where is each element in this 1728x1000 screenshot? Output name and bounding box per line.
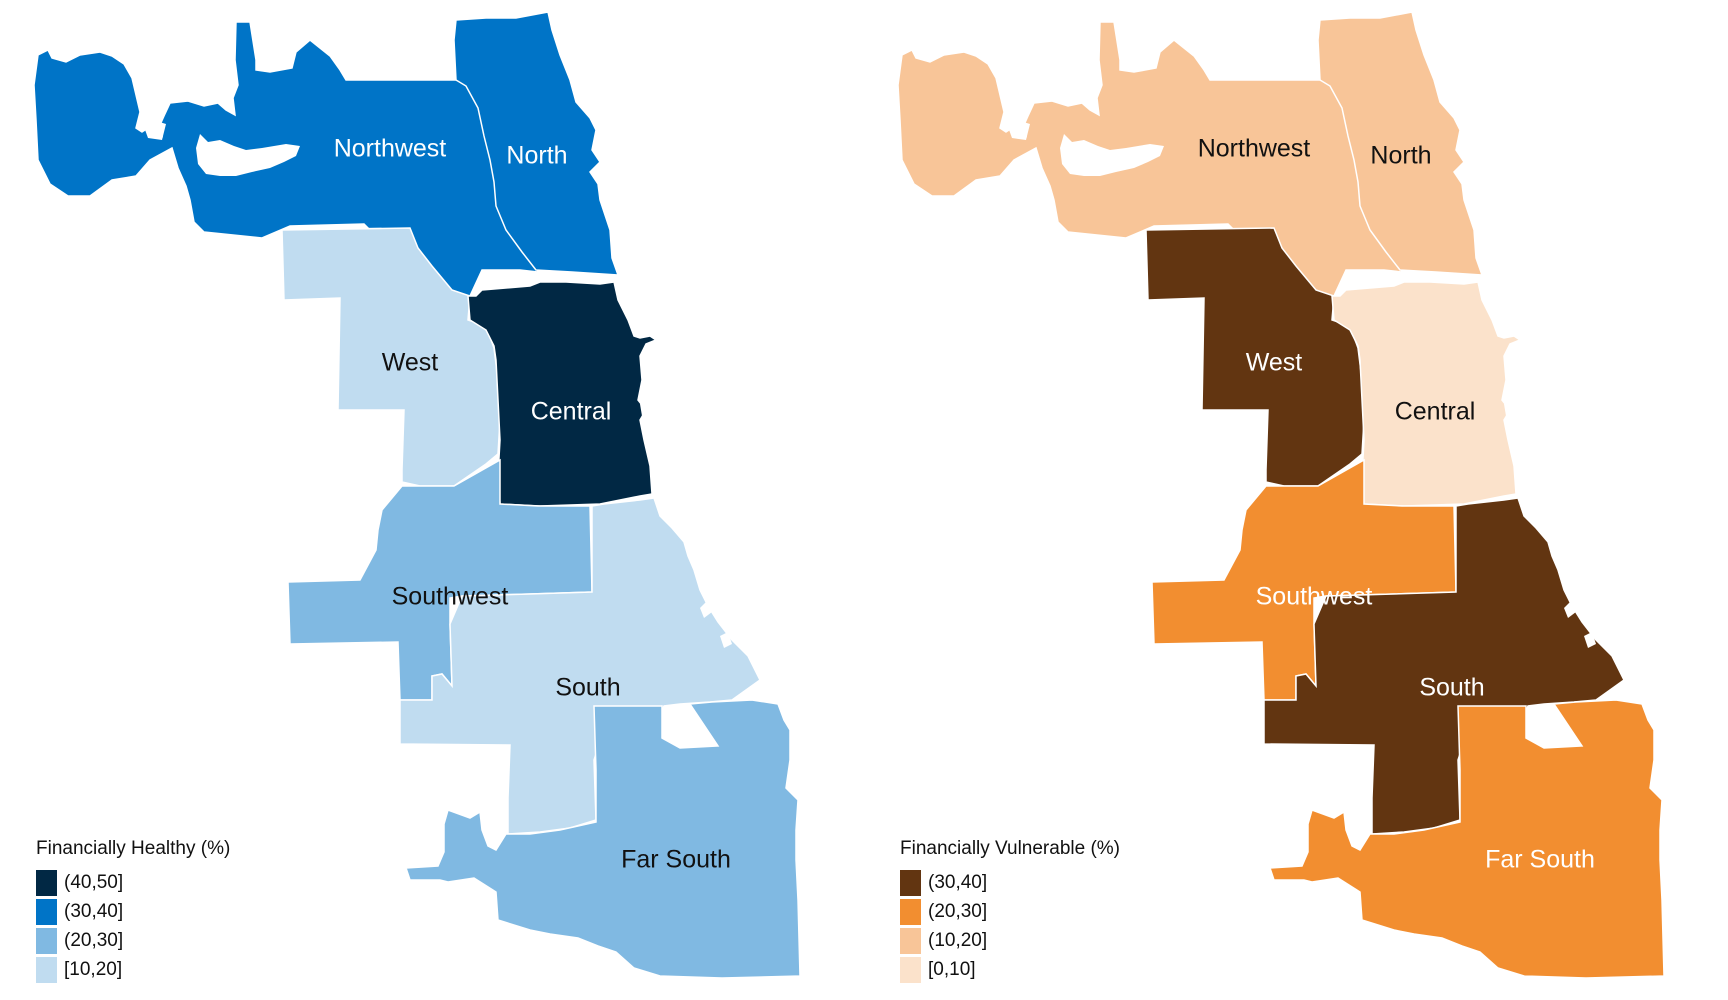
- legend-swatch: [900, 869, 921, 896]
- legend-label: (30,40]: [928, 871, 988, 893]
- central-region[interactable]: [1331, 281, 1522, 507]
- legend-label: (20,30]: [64, 929, 124, 951]
- label-southwest: Southwest: [1256, 583, 1373, 611]
- financially-vulnerable-map-panel: Northwest North West Central Southwest S…: [864, 0, 1728, 1000]
- legend-item: (20,30]: [900, 897, 1120, 926]
- legend-title: Financially Vulnerable (%): [900, 838, 1121, 859]
- legend-swatch: [36, 956, 57, 983]
- west-region[interactable]: [1145, 227, 1365, 487]
- label-south: South: [1419, 674, 1484, 702]
- legend-label: (10,20]: [928, 929, 988, 951]
- label-north: North: [1370, 142, 1431, 170]
- label-northwest: Northwest: [334, 135, 447, 163]
- label-central: Central: [1395, 398, 1476, 426]
- label-north: North: [506, 142, 567, 170]
- legend-item: (10,20]: [900, 926, 1120, 955]
- label-far-south: Far South: [1485, 846, 1595, 874]
- region-labels: Northwest North West Central Southwest S…: [334, 135, 731, 874]
- far-south-region[interactable]: [404, 699, 801, 979]
- label-southwest: Southwest: [392, 583, 509, 611]
- legend-swatch: [36, 898, 57, 925]
- financially-healthy-legend: Financially Healthy (%) (40,50] (30,40] …: [36, 838, 230, 984]
- north-region[interactable]: [1317, 11, 1484, 276]
- legend-swatch: [900, 898, 921, 925]
- label-northwest: Northwest: [1198, 135, 1311, 163]
- label-west: West: [1246, 349, 1303, 377]
- legend-item: (30,40]: [36, 897, 230, 926]
- legend-swatch: [36, 869, 57, 896]
- legend-swatch: [900, 956, 921, 983]
- label-west: West: [382, 349, 439, 377]
- far-south-region[interactable]: [1268, 699, 1665, 979]
- legend-item: (30,40]: [900, 868, 1120, 897]
- legend-swatch: [36, 927, 57, 954]
- financially-healthy-map: Northwest North West Central Southwest S…: [33, 11, 801, 979]
- legend-label: (20,30]: [928, 900, 988, 922]
- north-region[interactable]: [453, 11, 620, 276]
- label-central: Central: [531, 398, 612, 426]
- northwest-region[interactable]: [33, 21, 540, 299]
- legend-title: Financially Healthy (%): [36, 838, 231, 859]
- legend-item: (20,30]: [36, 926, 230, 955]
- legend-item: [0,10]: [900, 955, 1120, 984]
- west-region[interactable]: [281, 227, 501, 487]
- financially-vulnerable-map: Northwest North West Central Southwest S…: [897, 11, 1665, 979]
- central-region[interactable]: [467, 281, 658, 507]
- financially-vulnerable-legend: Financially Vulnerable (%) (30,40] (20,3…: [900, 838, 1120, 984]
- financially-healthy-map-panel: Northwest North West Central Southwest S…: [33, 11, 801, 984]
- region-labels: Northwest North West Central Southwest S…: [1198, 135, 1595, 874]
- legend-item: [10,20]: [36, 955, 230, 984]
- legend-swatch: [900, 927, 921, 954]
- legend-label: (30,40]: [64, 900, 124, 922]
- northwest-region[interactable]: [897, 21, 1404, 299]
- legend-label: (40,50]: [64, 871, 124, 893]
- legend-label: [10,20]: [64, 958, 123, 980]
- label-south: South: [555, 674, 620, 702]
- label-far-south: Far South: [621, 846, 731, 874]
- legend-label: [0,10]: [928, 958, 976, 980]
- legend-item: (40,50]: [36, 868, 230, 897]
